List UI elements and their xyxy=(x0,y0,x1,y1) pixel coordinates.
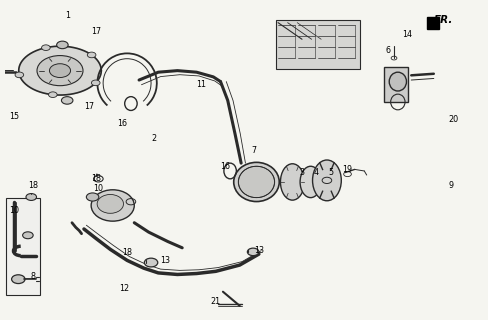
Text: 11: 11 xyxy=(196,80,206,89)
Circle shape xyxy=(57,41,68,49)
Text: 2: 2 xyxy=(151,133,156,142)
Circle shape xyxy=(15,72,23,78)
Text: FR.: FR. xyxy=(433,15,452,26)
Polygon shape xyxy=(19,46,101,95)
Circle shape xyxy=(22,232,33,239)
Text: 1: 1 xyxy=(64,11,70,20)
Bar xyxy=(275,20,359,69)
Ellipse shape xyxy=(97,195,123,213)
Text: 19: 19 xyxy=(342,165,352,174)
Text: 15: 15 xyxy=(9,112,20,121)
Ellipse shape xyxy=(280,164,304,200)
Text: 13: 13 xyxy=(160,256,170,265)
Text: 17: 17 xyxy=(83,102,94,111)
Text: 10: 10 xyxy=(93,184,103,193)
Circle shape xyxy=(144,258,158,267)
Text: 4: 4 xyxy=(313,168,318,177)
Circle shape xyxy=(49,64,70,77)
Text: 12: 12 xyxy=(120,284,129,293)
Text: 16: 16 xyxy=(117,119,127,128)
Text: 21: 21 xyxy=(210,297,221,306)
Text: 14: 14 xyxy=(402,30,411,39)
Bar xyxy=(6,198,41,295)
Bar xyxy=(384,68,407,102)
Circle shape xyxy=(247,248,258,256)
Text: 10: 10 xyxy=(9,206,20,215)
Text: 18: 18 xyxy=(122,248,132,257)
Ellipse shape xyxy=(312,160,341,201)
Circle shape xyxy=(86,193,99,201)
Text: 8: 8 xyxy=(30,272,35,281)
Text: 20: 20 xyxy=(447,115,457,124)
Text: 5: 5 xyxy=(327,168,333,177)
Text: 16: 16 xyxy=(220,162,230,171)
Circle shape xyxy=(26,194,37,200)
Text: 13: 13 xyxy=(253,246,264,255)
Ellipse shape xyxy=(233,162,279,202)
Ellipse shape xyxy=(300,166,321,198)
Text: 3: 3 xyxy=(299,168,304,177)
Text: 18: 18 xyxy=(28,180,38,189)
Circle shape xyxy=(48,92,57,98)
Circle shape xyxy=(87,52,96,58)
Circle shape xyxy=(12,275,25,284)
Text: 7: 7 xyxy=(251,146,256,155)
Text: 17: 17 xyxy=(91,27,101,36)
Circle shape xyxy=(37,56,83,86)
Ellipse shape xyxy=(238,166,274,198)
Text: 18: 18 xyxy=(91,174,101,183)
Circle shape xyxy=(91,80,100,86)
Ellipse shape xyxy=(388,72,406,91)
Circle shape xyxy=(61,97,73,104)
Text: 9: 9 xyxy=(447,180,452,189)
Polygon shape xyxy=(426,17,438,29)
Circle shape xyxy=(41,45,50,51)
Ellipse shape xyxy=(91,190,134,221)
Text: 6: 6 xyxy=(385,46,390,55)
